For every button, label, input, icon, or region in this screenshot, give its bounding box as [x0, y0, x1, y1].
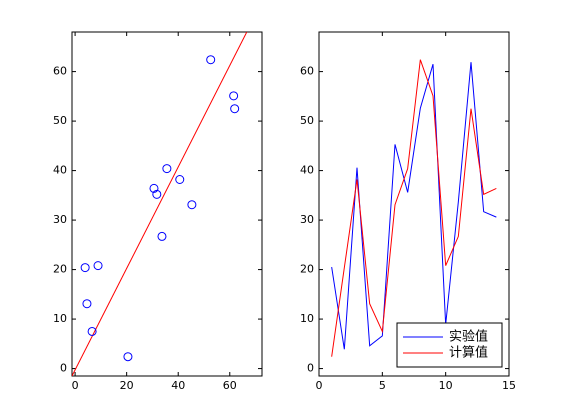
- legend-label: 实验值: [449, 329, 488, 345]
- scatter-point: [175, 174, 185, 184]
- y-tick-label: 20: [53, 263, 67, 276]
- x-tick-label: 0: [316, 379, 323, 392]
- scatter-point: [149, 183, 159, 193]
- y-tick-label: 0: [307, 362, 314, 375]
- scatter-point: [206, 55, 216, 65]
- y-tick-label: 10: [300, 312, 314, 325]
- y-tick-label: 30: [300, 213, 314, 226]
- scatter-point: [157, 231, 167, 241]
- x-tick-label: 15: [502, 379, 516, 392]
- y-tick-label: 60: [300, 65, 314, 78]
- scatter-point: [82, 299, 92, 309]
- x-tick-label: 40: [171, 379, 185, 392]
- legend-box: [396, 322, 503, 368]
- line-series: [331, 59, 497, 357]
- y-tick-label: 40: [300, 164, 314, 177]
- axes: 0 20 40 60 0 10 20 30 40 50 60: [53, 31, 263, 392]
- y-tick-label: 20: [300, 263, 314, 276]
- legend-label: 计算值: [449, 345, 488, 361]
- y-tick-label: 0: [60, 362, 67, 375]
- y-tick-label: 40: [53, 164, 67, 177]
- scatter-point: [80, 263, 90, 273]
- y-tick-label: 10: [53, 312, 67, 325]
- plot-content: [331, 59, 497, 357]
- y-tick-label: 50: [53, 114, 67, 127]
- scatter-point: [152, 189, 162, 199]
- x-tick-label: 10: [439, 379, 453, 392]
- scatter-point: [162, 164, 172, 174]
- x-tick-label: 5: [379, 379, 386, 392]
- x-tick-label: 20: [120, 379, 134, 392]
- y-tick-label: 50: [300, 114, 314, 127]
- fit-line: [72, 32, 248, 376]
- y-tick-label: 30: [53, 213, 67, 226]
- scatter-point: [229, 91, 239, 101]
- y-tick-label: 60: [53, 65, 67, 78]
- x-tick-label: 60: [223, 379, 237, 392]
- scatter-point: [93, 261, 103, 271]
- scatter-point: [230, 104, 240, 114]
- scatter-point: [123, 352, 133, 362]
- x-tick-label: 0: [72, 379, 79, 392]
- plot-content: [72, 32, 248, 376]
- scatter-point: [187, 200, 197, 210]
- plot-area: [71, 31, 263, 377]
- plot-area: [318, 31, 510, 377]
- scatter-point: [87, 326, 97, 336]
